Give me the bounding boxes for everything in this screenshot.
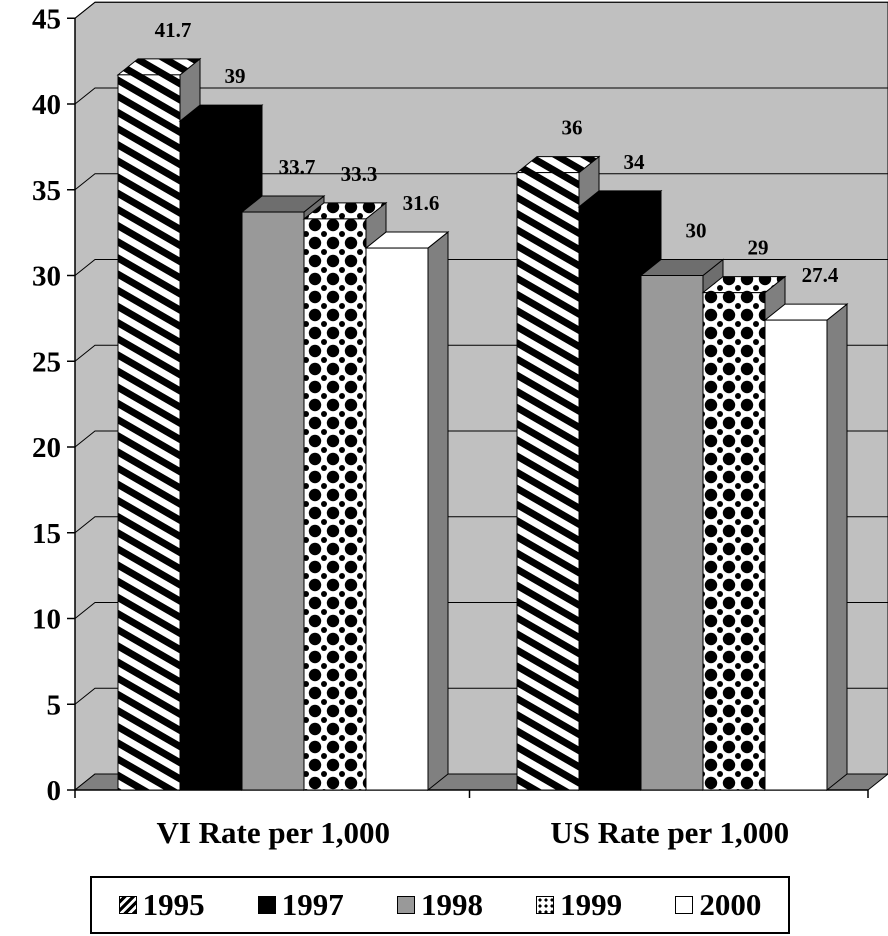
- bar-2000-us: [763, 303, 849, 792]
- legend-label: 1995: [142, 887, 205, 922]
- bar-front: [764, 319, 828, 791]
- data-label: 39: [225, 64, 246, 88]
- legend-item-1997: 1997: [257, 887, 344, 923]
- y-tick-label: 10: [32, 604, 61, 636]
- gridline: [74, 173, 888, 191]
- y-tick-label: 30: [32, 261, 61, 293]
- data-labels: 41.7 39 33.7 33.3 31.6 36 34 30 29 27.4: [155, 18, 839, 287]
- category-label: VI Rate per 1,000: [156, 815, 390, 850]
- y-tick-label: 15: [32, 518, 61, 550]
- legend-label: 1998: [420, 887, 483, 922]
- legend-label: 2000: [699, 887, 762, 922]
- legend-swatch: [675, 896, 694, 914]
- data-label: 29: [748, 236, 769, 260]
- legend-item-1995: 1995: [118, 887, 205, 923]
- bar-front: [578, 206, 642, 791]
- y-tick-label: 25: [32, 346, 61, 378]
- category-label: US Rate per 1,000: [550, 815, 789, 850]
- legend-item-1999: 1999: [536, 887, 622, 923]
- y-tick-label: 0: [47, 775, 62, 807]
- bar-2000-vi: [364, 231, 450, 792]
- bar-front: [179, 120, 243, 791]
- bar-side: [427, 231, 449, 792]
- bar-front: [640, 275, 704, 791]
- data-label: 27.4: [802, 263, 839, 287]
- bar-front: [241, 211, 305, 791]
- legend-item-2000: 2000: [675, 887, 761, 923]
- data-label: 33.3: [341, 162, 378, 186]
- legend-label: 1999: [560, 887, 623, 922]
- bar-chart: 0 5 10 15 20 25 30 35 40 45 41.7 39 33.7 33.3 31.6 36 3…: [32, 1, 888, 850]
- legend-label: 1997: [281, 887, 344, 922]
- data-label: 36: [562, 116, 583, 140]
- y-tick-label: 20: [32, 432, 61, 464]
- data-label: 33.7: [279, 155, 316, 179]
- data-label: 30: [686, 219, 707, 243]
- data-label: 31.6: [403, 191, 440, 215]
- bar-front: [303, 218, 367, 791]
- y-tick-label: 35: [32, 175, 61, 207]
- y-tick-labels: 0 5 10 15 20 25 30 35 40 45: [32, 3, 61, 807]
- legend-swatch: [257, 896, 276, 914]
- data-label: 41.7: [155, 18, 192, 42]
- category-labels: VI Rate per 1,000 US Rate per 1,000: [156, 815, 789, 850]
- y-tick-label: 45: [32, 3, 61, 35]
- bar-front: [117, 74, 181, 791]
- gridline: [74, 1, 888, 19]
- bars: [116, 57, 849, 792]
- bar-front: [702, 292, 766, 791]
- legend-swatch: [396, 896, 415, 914]
- legend-item-1998: 1998: [396, 887, 483, 923]
- y-tick-label: 40: [32, 89, 61, 121]
- bar-side: [826, 303, 848, 792]
- data-label: 34: [624, 150, 646, 174]
- legend: 1995 1997 1998 1999 2000: [90, 876, 790, 934]
- legend-swatch: [536, 896, 555, 914]
- bar-front: [365, 247, 429, 791]
- y-tick-label: 5: [47, 689, 62, 721]
- legend-swatch: [118, 896, 137, 914]
- bar-front: [516, 172, 580, 791]
- gridline: [74, 87, 888, 105]
